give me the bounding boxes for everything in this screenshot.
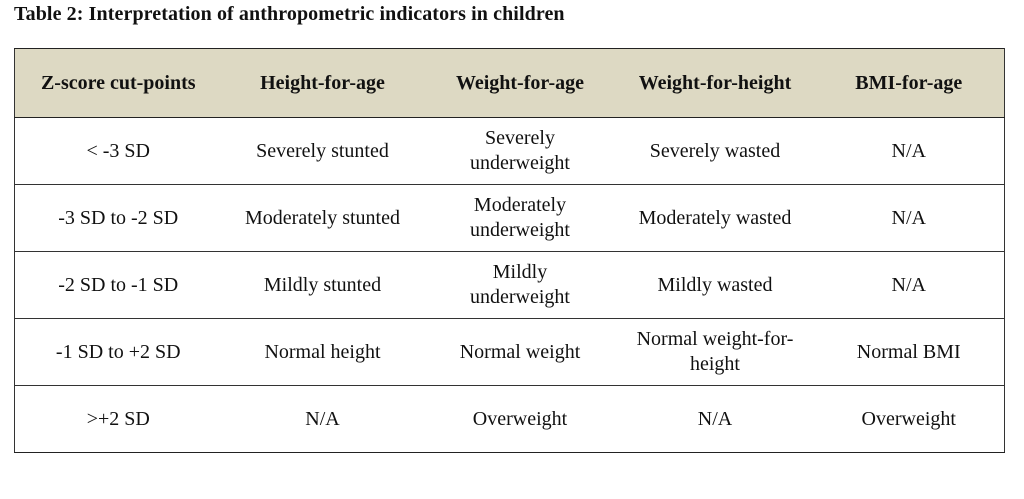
table-cell: N/A <box>616 385 814 453</box>
header-height-for-age: Height-for-age <box>221 48 424 118</box>
table-caption: Table 2: Interpretation of anthropometri… <box>14 3 565 25</box>
table-header-row: Z-score cut-points Height-for-age Weight… <box>14 48 1005 118</box>
table-row: -3 SD to -2 SD Moderately stunted Modera… <box>14 184 1005 252</box>
table-cell: Severely stunted <box>221 117 424 185</box>
table-cell: >+2 SD <box>14 385 222 453</box>
table-cell: Overweight <box>813 385 1005 453</box>
table-cell: Normal BMI <box>813 318 1005 386</box>
table-cell: Overweight <box>423 385 617 453</box>
anthropometric-indicators-table: Z-score cut-points Height-for-age Weight… <box>14 48 1005 453</box>
table-cell: Mildly underweight <box>423 251 617 319</box>
table-cell: N/A <box>813 184 1005 252</box>
table-row: -2 SD to -1 SD Mildly stunted Mildly und… <box>14 251 1005 319</box>
table-cell: N/A <box>813 251 1005 319</box>
table-cell: Severely wasted <box>616 117 814 185</box>
header-weight-for-height: Weight-for-height <box>616 48 814 118</box>
table-cell: N/A <box>221 385 424 453</box>
header-z-score: Z-score cut-points <box>14 48 222 118</box>
table-row: -1 SD to +2 SD Normal height Normal weig… <box>14 318 1005 386</box>
table-cell: Normal weight <box>423 318 617 386</box>
table-cell: < -3 SD <box>14 117 222 185</box>
table-cell: Mildly wasted <box>616 251 814 319</box>
table-row: >+2 SD N/A Overweight N/A Overweight <box>14 385 1005 453</box>
table-cell: Moderately stunted <box>221 184 424 252</box>
header-bmi-for-age: BMI-for-age <box>813 48 1005 118</box>
table-cell: Moderately wasted <box>616 184 814 252</box>
table-row: < -3 SD Severely stunted Severely underw… <box>14 117 1005 185</box>
table-cell: Moderately underweight <box>423 184 617 252</box>
table-cell: Normal weight-for-height <box>616 318 814 386</box>
table-cell: Mildly stunted <box>221 251 424 319</box>
table-cell: N/A <box>813 117 1005 185</box>
table-cell: Severely underweight <box>423 117 617 185</box>
table-cell: Normal height <box>221 318 424 386</box>
header-weight-for-age: Weight-for-age <box>423 48 617 118</box>
table-cell: -1 SD to +2 SD <box>14 318 222 386</box>
table-cell: -2 SD to -1 SD <box>14 251 222 319</box>
table-cell: -3 SD to -2 SD <box>14 184 222 252</box>
